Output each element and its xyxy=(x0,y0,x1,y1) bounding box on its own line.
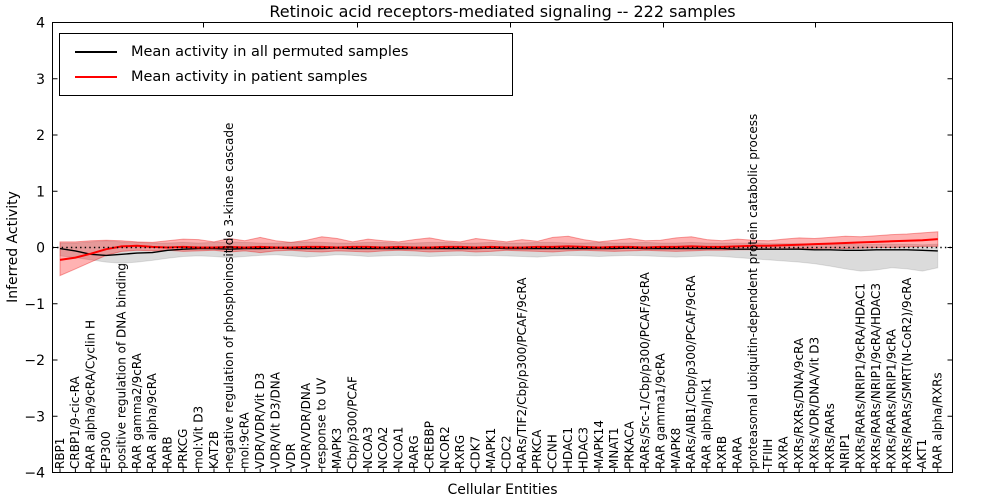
x-tick-label: RXRG xyxy=(453,435,467,469)
x-tick-label: RAR alpha/RXRs xyxy=(931,372,945,469)
x-tick-label: RXRs/RARs/NRIP1/9cRA xyxy=(884,328,898,469)
x-tick-label: CCNH xyxy=(546,434,560,469)
x-tick-label: RXRs/RARs xyxy=(823,403,837,469)
x-tick-label: RARG xyxy=(407,435,421,469)
x-tick-label: NCOA1 xyxy=(392,427,406,469)
x-tick-label: mol:Vit D3 xyxy=(191,406,205,469)
x-tick-label: HDAC3 xyxy=(576,427,590,469)
x-tick-label: NRIP1 xyxy=(838,433,852,469)
x-tick-label: RAR gamma1/9cRA xyxy=(653,352,667,469)
legend-entry-patient: Mean activity in patient samples xyxy=(60,69,512,85)
y-tick-label: −2 xyxy=(24,353,45,369)
y-tick-label: −1 xyxy=(24,297,45,313)
x-tick-label: PRKCA xyxy=(530,429,544,469)
x-tick-label: RAR alpha/9cRA xyxy=(145,372,159,469)
y-tick-label: −4 xyxy=(24,466,45,482)
x-tick-label: RXRs/RXRs/DNA/9cRA xyxy=(792,337,806,469)
x-tick-label: RARs/TIF2/Cbp/p300/PCAF/9cRA xyxy=(515,277,529,469)
x-tick-label: NCOA2 xyxy=(376,427,390,469)
y-tick-label: 2 xyxy=(36,128,45,144)
x-tick-label: MAPK3 xyxy=(330,428,344,469)
x-tick-label: proteasomal ubiquitin-dependent protein … xyxy=(746,114,760,469)
x-tick-label: RAR alpha/Jnk1 xyxy=(700,378,714,469)
x-tick-label: VDR/VDR/Vit D3 xyxy=(253,373,267,469)
x-tick-label: PRKCG xyxy=(176,429,190,469)
x-tick-label: MAPK8 xyxy=(669,428,683,469)
x-tick-label: VDR/VDR/DNA xyxy=(299,382,313,469)
x-tick-label: MAPK1 xyxy=(484,428,498,469)
x-tick-label: VDR xyxy=(284,443,298,469)
y-tick-label: 4 xyxy=(36,16,45,32)
legend-label: Mean activity in all permuted samples xyxy=(131,43,409,60)
x-tick-label: response to UV xyxy=(315,377,329,469)
x-tick-label: KAT2B xyxy=(207,431,221,469)
x-tick-label: RXRs/RARs/SMRT(N-CoR2)/9cRA xyxy=(900,277,914,469)
x-tick-label: CDC2 xyxy=(499,435,513,469)
x-tick-label: RXRB xyxy=(715,436,729,469)
x-tick-label: EP300 xyxy=(99,431,113,469)
x-tick-label: RARs/Src-1/Cbp/p300/PCAF/9cRA xyxy=(638,271,652,469)
x-tick-label: HDAC1 xyxy=(561,427,575,469)
x-tick-label: RXRs/RARs/NRIP1/9cRA/HDAC3 xyxy=(869,283,883,469)
x-tick-label: RXRA xyxy=(777,436,791,469)
x-tick-label: RXRs/VDR/DNA/Vit D3 xyxy=(807,337,821,469)
y-tick-label: 1 xyxy=(36,184,45,200)
x-tick-label: CRBP1/9-cic-RA xyxy=(68,375,82,469)
x-tick-label: RARs/AIB1/Cbp/p300/PCAF/9cRA xyxy=(684,275,698,469)
x-tick-label: MAPK14 xyxy=(592,420,606,469)
legend-label: Mean activity in patient samples xyxy=(131,69,368,86)
x-tick-label: MNAT1 xyxy=(607,427,621,469)
x-tick-label: RARA xyxy=(730,436,744,469)
x-tick-label: CDK7 xyxy=(469,436,483,469)
x-tick-label: positive regulation of DNA binding xyxy=(114,263,128,469)
x-tick-label: TFIIH xyxy=(761,439,775,470)
legend: Mean activity in all permuted samples Me… xyxy=(59,33,513,96)
mean-line-permuted xyxy=(59,247,938,257)
x-tick-label: AKT1 xyxy=(915,439,929,469)
x-tick-label: VDR/Vit D3/DNA xyxy=(268,371,282,469)
x-tick-label: RAR gamma2/9cRA xyxy=(130,352,144,469)
x-tick-label: Cbp/p300/PCAF xyxy=(345,376,359,469)
x-axis-label: Cellular Entities xyxy=(447,482,558,498)
x-tick-label: CREBBP xyxy=(422,421,436,469)
x-tick-label: mol:9cRA xyxy=(238,412,252,469)
x-tick-label: PRKACA xyxy=(623,420,637,469)
legend-entry-permuted: Mean activity in all permuted samples xyxy=(60,44,512,60)
x-tick-label: RXRs/RARs/NRIP1/9cRA/HDAC1 xyxy=(854,283,868,469)
x-tick-label: RAR alpha/9cRA/Cyclin H xyxy=(84,320,98,469)
chart-title: Retinoic acid receptors-mediated signali… xyxy=(269,2,736,21)
band-patient xyxy=(59,231,939,277)
legend-line-black xyxy=(75,50,117,53)
x-tick-label: NCOA3 xyxy=(361,427,375,469)
x-tick-label: RARB xyxy=(161,436,175,469)
x-tick-label: negative regulation of phosphoinositide … xyxy=(222,123,236,469)
y-tick-label: 3 xyxy=(36,72,45,88)
x-tick-label: RBP1 xyxy=(53,438,67,469)
y-tick-label: 0 xyxy=(36,241,45,257)
x-tick-label: NCOR2 xyxy=(438,426,452,469)
y-tick-label: −3 xyxy=(24,409,45,425)
legend-line-red xyxy=(75,76,117,79)
